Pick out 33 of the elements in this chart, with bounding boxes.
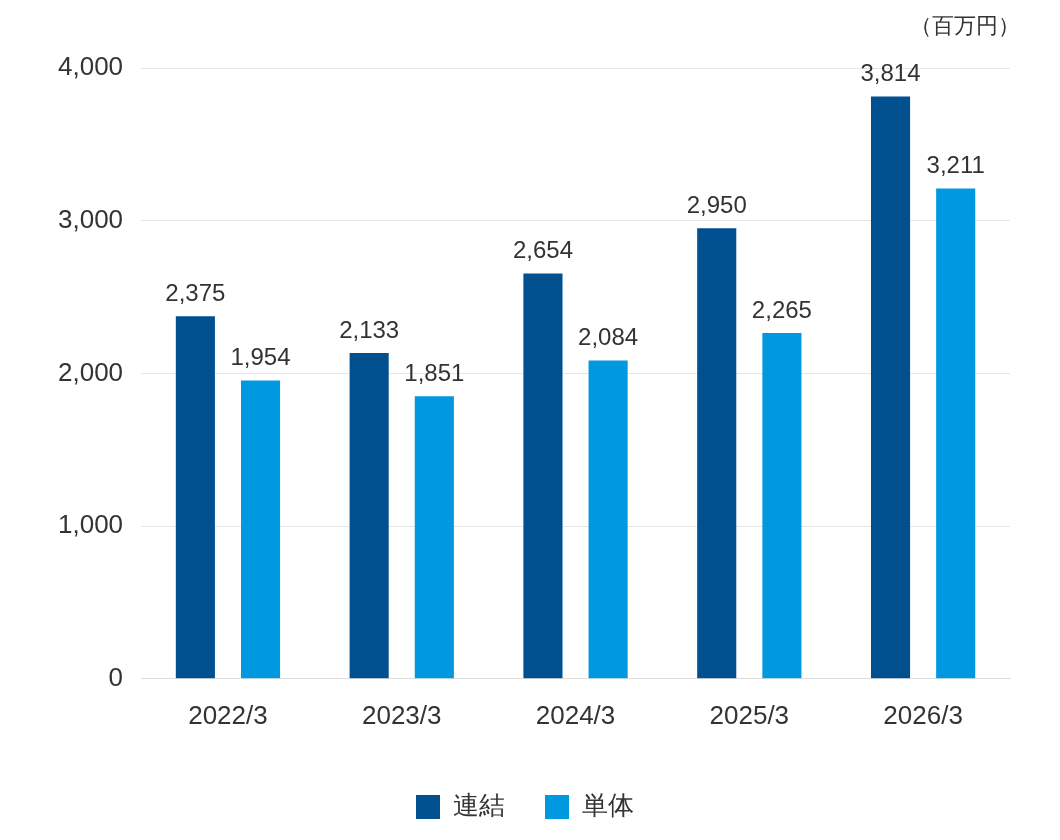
bar bbox=[240, 380, 281, 679]
y-tick-label: 1,000 bbox=[57, 509, 124, 540]
x-tick-label: 2023/3 bbox=[361, 699, 442, 730]
y-tick-label: 4,000 bbox=[57, 51, 124, 82]
data-label: 1,851 bbox=[404, 358, 465, 386]
bar bbox=[870, 96, 911, 679]
bar bbox=[697, 228, 737, 679]
bar bbox=[523, 273, 563, 679]
data-label: 2,950 bbox=[686, 190, 747, 218]
data-label: 2,265 bbox=[751, 295, 812, 323]
data-label: 2,654 bbox=[512, 236, 573, 264]
data-label: 1,954 bbox=[230, 343, 291, 371]
bar bbox=[414, 396, 454, 679]
data-label: 2,133 bbox=[339, 315, 400, 343]
bar bbox=[762, 332, 802, 679]
bar bbox=[936, 188, 976, 679]
bar bbox=[175, 316, 215, 679]
text: （百万円） bbox=[910, 13, 1020, 39]
legend-label: 連結 bbox=[453, 790, 505, 821]
y-tick-label: 3,000 bbox=[57, 203, 124, 234]
legend-label: 単体 bbox=[582, 790, 634, 821]
y-tick-label: 2,000 bbox=[57, 356, 124, 387]
data-label: 3,814 bbox=[860, 59, 921, 87]
data-label: 2,084 bbox=[578, 323, 639, 351]
x-tick-label: 2026/3 bbox=[883, 699, 963, 730]
data-label: 3,211 bbox=[926, 151, 985, 179]
y-tick-label: 0 bbox=[108, 661, 124, 692]
x-tick-label: 2024/3 bbox=[535, 699, 616, 730]
data-label: 2,375 bbox=[165, 278, 226, 306]
bar bbox=[588, 360, 628, 679]
x-tick-label: 2025/3 bbox=[709, 699, 790, 730]
bar bbox=[349, 353, 389, 679]
x-tick-label: 2022/3 bbox=[188, 699, 268, 730]
